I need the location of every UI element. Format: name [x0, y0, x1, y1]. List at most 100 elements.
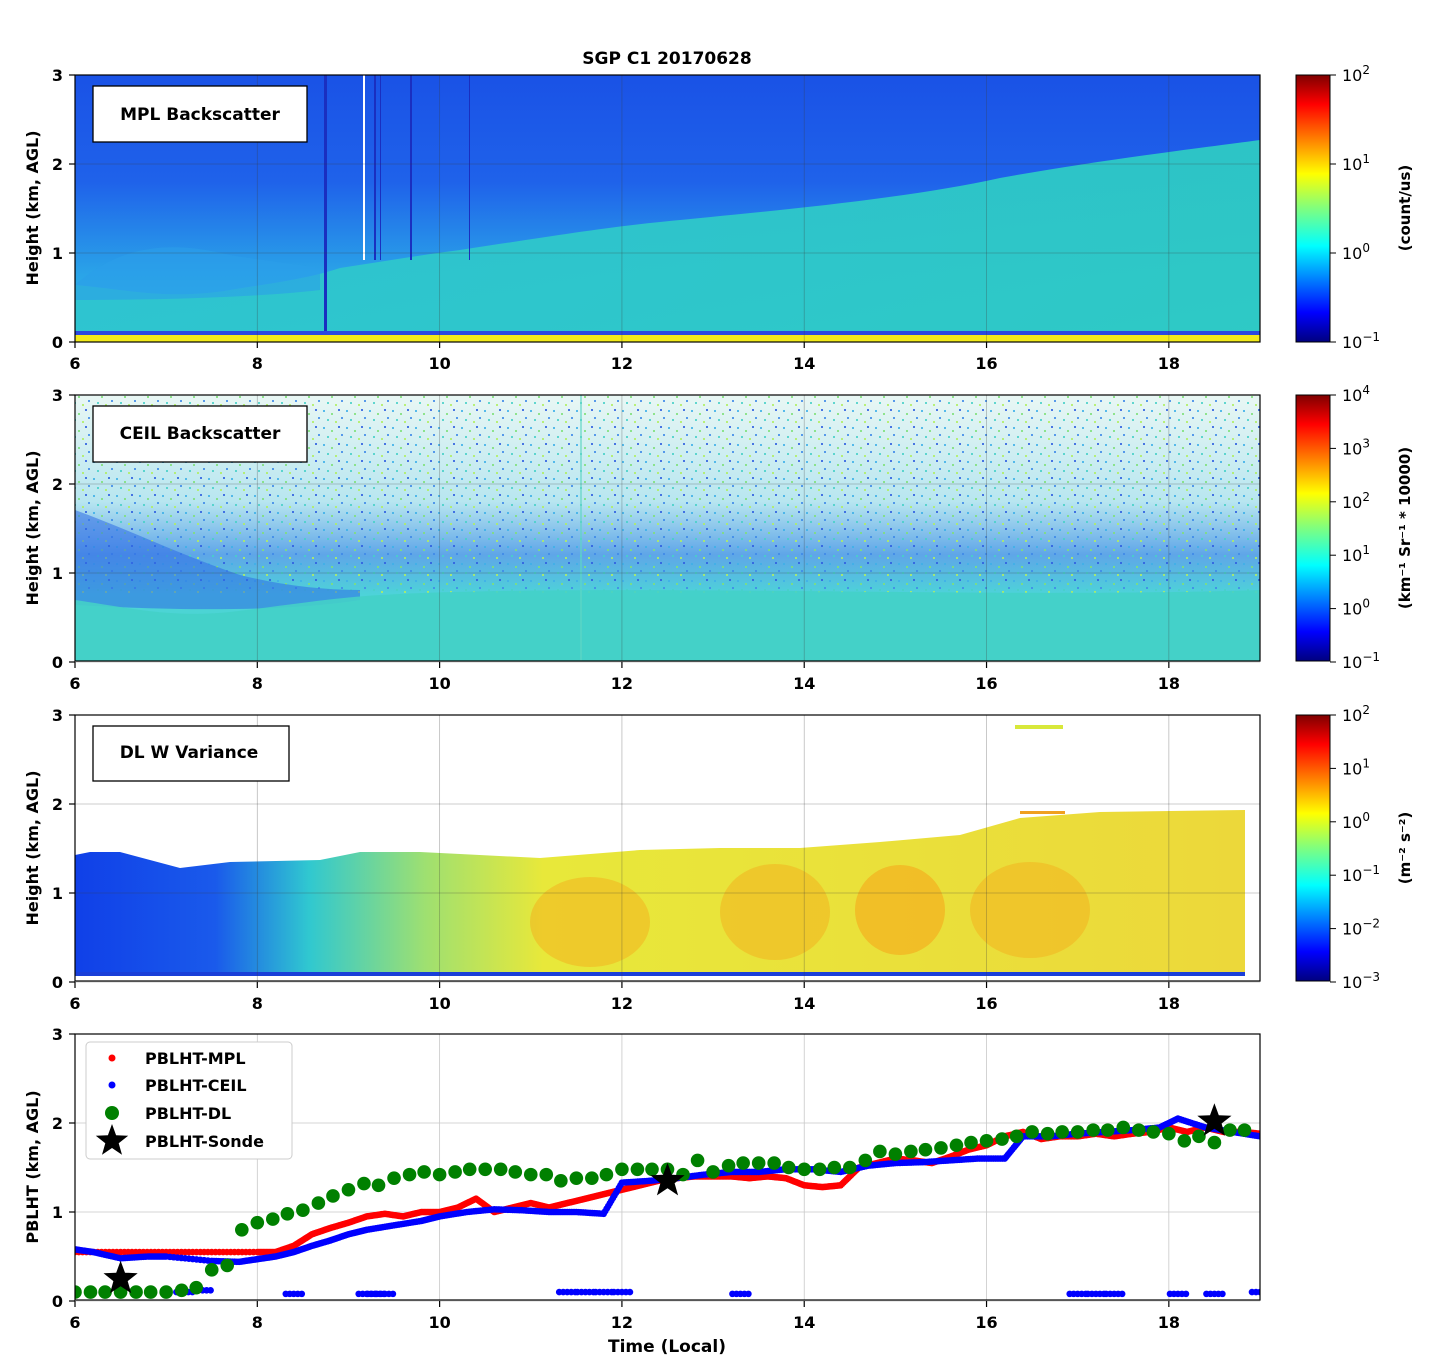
- y-tick-label: 2: [52, 475, 63, 494]
- data-point: [615, 1162, 629, 1177]
- data-point: [706, 1165, 720, 1179]
- data-point: [1219, 1290, 1226, 1298]
- colorbar-tick-label: 10−1: [1342, 650, 1380, 672]
- data-point: [326, 1189, 340, 1203]
- x-tick-label: 6: [69, 354, 80, 373]
- mpl-dropout: [363, 75, 365, 260]
- data-point: [129, 1285, 143, 1299]
- y-tick-label: 3: [52, 386, 63, 405]
- mpl-dropout: [380, 75, 381, 260]
- data-point: [1177, 1134, 1192, 1148]
- data-point: [690, 1153, 705, 1168]
- data-point: [341, 1182, 356, 1197]
- data-point: [75, 1285, 82, 1299]
- legend-label-ceil: PBLHT-CEIL: [145, 1076, 247, 1095]
- colorbar-tick-label: 10−1: [1342, 330, 1380, 352]
- data-point: [1162, 1126, 1176, 1141]
- data-point: [767, 1156, 781, 1170]
- legend-marker-mpl: [108, 1054, 116, 1062]
- colorbar-tick-label: 101: [1342, 756, 1370, 778]
- data-point: [554, 1174, 568, 1188]
- legend: PBLHT-MPL PBLHT-CEIL PBLHT-DL PBLHT-Sond…: [85, 1041, 293, 1160]
- data-point: [448, 1165, 462, 1179]
- x-tick-label: 16: [975, 674, 997, 693]
- x-tick-label: 18: [1158, 1313, 1180, 1332]
- series-pblht-dl: [75, 1120, 1252, 1299]
- data-point: [979, 1134, 994, 1148]
- pblht-ylabel: PBLHT (km, AGL): [23, 1090, 42, 1243]
- dl-axes-frame: [74, 714, 1261, 982]
- ceil-ylabel: Height (km, AGL): [23, 450, 42, 605]
- mpl-dropout: [469, 75, 470, 260]
- data-point: [235, 1223, 249, 1237]
- x-tick-label: 14: [793, 354, 815, 373]
- data-point: [1223, 1123, 1237, 1137]
- data-point: [417, 1165, 431, 1179]
- data-point: [523, 1167, 538, 1182]
- data-point: [371, 1178, 386, 1193]
- mpl-dropout: [374, 75, 376, 260]
- dl-high-variance: [720, 864, 830, 960]
- x-tick-label: 18: [1158, 674, 1180, 693]
- data-point: [1265, 1289, 1272, 1296]
- data-point: [1197, 1103, 1232, 1136]
- data-point: [478, 1162, 492, 1177]
- data-point: [1118, 1290, 1126, 1298]
- series-pblht-sonde: [103, 1103, 1232, 1294]
- y-tick-label: 1: [52, 564, 63, 583]
- data-point: [250, 1215, 265, 1230]
- dl-layer-top: [1020, 811, 1065, 814]
- data-point: [389, 1290, 397, 1298]
- data-point: [934, 1141, 948, 1155]
- ceil-label: CEIL Backscatter: [120, 424, 281, 444]
- x-tick-label: 16: [975, 994, 997, 1013]
- data-point: [630, 1162, 645, 1177]
- panel-mpl: MPL Backscatter Height (km, AGL) 6 8 10 12 1…: [23, 63, 1414, 373]
- dl-high-variance: [530, 877, 650, 967]
- ceil-dropout: [580, 395, 582, 661]
- figure-title: SGP C1 20170628: [582, 49, 751, 69]
- dl-surface-band: [75, 972, 1245, 976]
- y-tick-label: 0: [52, 653, 63, 672]
- mpl-mixed-layer: [75, 140, 1260, 342]
- colorbar-tick-label: 103: [1342, 436, 1370, 458]
- dl-colorbar-ticks: 102 101 100 10−1 10−2 10−3: [1330, 703, 1380, 992]
- ceil-axes-frame: [74, 394, 1261, 662]
- data-point: [1256, 1288, 1260, 1296]
- x-tick-label: 8: [252, 994, 263, 1013]
- dl-colorbar: [1295, 714, 1331, 982]
- data-point: [964, 1135, 978, 1150]
- mpl-label-box: [92, 85, 308, 143]
- colorbar-tick-label: 10−1: [1342, 863, 1380, 885]
- dl-label-box: [92, 725, 290, 782]
- legend-label-dl: PBLHT-DL: [145, 1104, 231, 1123]
- data-point: [827, 1160, 842, 1175]
- data-point: [1086, 1123, 1100, 1137]
- mpl-colorbar: [1295, 74, 1331, 343]
- data-point: [113, 1285, 128, 1299]
- x-tick-label: 8: [252, 354, 263, 373]
- data-point: [745, 1290, 752, 1298]
- mpl-label: MPL Backscatter: [120, 105, 280, 125]
- x-tick-label: 12: [611, 994, 633, 1013]
- data-point: [357, 1176, 371, 1191]
- data-point: [311, 1196, 326, 1210]
- y-tick-label: 3: [52, 706, 63, 725]
- x-tick-label: 10: [428, 354, 450, 373]
- dl-label: DL W Variance: [120, 743, 259, 763]
- data-point: [1100, 1123, 1115, 1137]
- data-point: [539, 1167, 554, 1182]
- mpl-ylabel: Height (km, AGL): [23, 130, 42, 285]
- mpl-dropout: [410, 75, 412, 260]
- mpl-colorbar-label: (count/us): [1396, 165, 1414, 252]
- y-tick-label: 0: [52, 333, 63, 352]
- data-point: [626, 1288, 634, 1296]
- data-point: [189, 1280, 204, 1295]
- x-tick-label: 10: [428, 994, 450, 1013]
- data-point: [493, 1162, 508, 1177]
- data-point: [1256, 1133, 1260, 1140]
- y-tick-label: 3: [52, 66, 63, 85]
- panel-dl: DL W Variance Height (km, AGL) 6 8 10 12 14 1…: [23, 703, 1414, 1013]
